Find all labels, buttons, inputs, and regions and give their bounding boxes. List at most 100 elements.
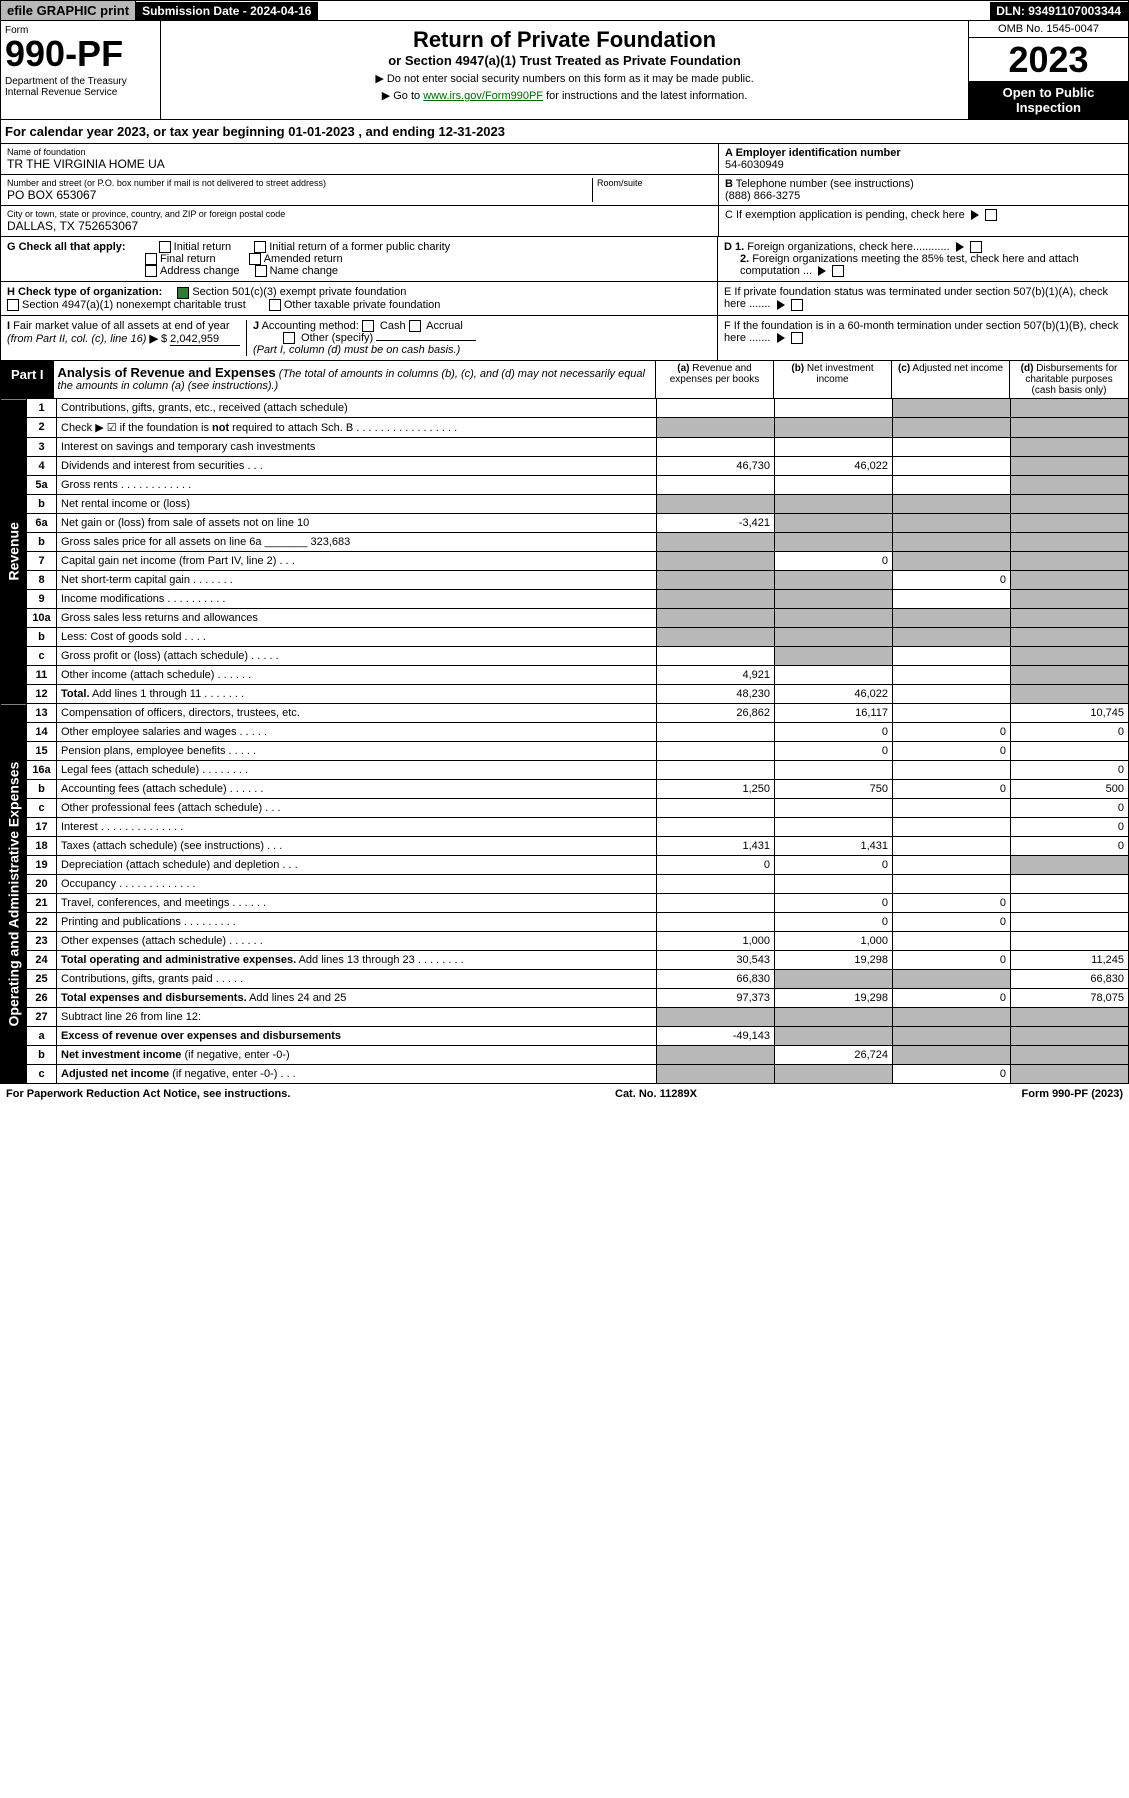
amount-cell	[657, 722, 775, 741]
dln: DLN: 93491107003344	[990, 2, 1128, 20]
line-desc: Total expenses and disbursements. Add li…	[57, 988, 657, 1007]
line-desc: Net rental income or (loss)	[57, 494, 657, 513]
line-number: c	[27, 798, 57, 817]
line-number: 25	[27, 969, 57, 988]
amount-cell: 0	[893, 722, 1011, 741]
address: PO BOX 653067	[7, 188, 592, 202]
line-number: 19	[27, 855, 57, 874]
amount-cell	[775, 665, 893, 684]
amount-cell	[1011, 874, 1129, 893]
line-desc: Gross sales less returns and allowances	[57, 608, 657, 627]
amount-cell	[775, 494, 893, 513]
amount-cell	[657, 551, 775, 570]
header-right: OMB No. 1545-0047 2023 Open to Public In…	[968, 21, 1128, 119]
checkbox-f[interactable]	[791, 332, 803, 344]
i-section: I Fair market value of all assets at end…	[7, 320, 247, 356]
line-desc: Gross rents . . . . . . . . . . . .	[57, 475, 657, 494]
line-number: a	[27, 1026, 57, 1045]
amount-cell	[775, 589, 893, 608]
fmv-value: 2,042,959	[170, 333, 240, 346]
amount-cell	[775, 570, 893, 589]
line-desc: Total operating and administrative expen…	[57, 950, 657, 969]
amount-cell: 0	[893, 570, 1011, 589]
amount-cell	[775, 646, 893, 665]
amount-cell	[775, 475, 893, 494]
checkbox-initial[interactable]	[159, 241, 171, 253]
checkbox-d1[interactable]	[970, 241, 982, 253]
checkbox-name[interactable]	[255, 265, 267, 277]
line-number: 14	[27, 722, 57, 741]
line-desc: Accounting fees (attach schedule) . . . …	[57, 779, 657, 798]
line-number: 1	[27, 399, 57, 418]
line-desc: Capital gain net income (from Part IV, l…	[57, 551, 657, 570]
line-number: b	[27, 779, 57, 798]
line-desc: Income modifications . . . . . . . . . .	[57, 589, 657, 608]
line-number: 24	[27, 950, 57, 969]
efile-rest: GRAPHIC print	[33, 3, 129, 18]
line-number: 5a	[27, 475, 57, 494]
line-number: b	[27, 532, 57, 551]
amount-cell: 78,075	[1011, 988, 1129, 1007]
line-desc: Gross sales price for all assets on line…	[57, 532, 657, 551]
checkbox-accrual[interactable]	[409, 320, 421, 332]
amount-cell: 10,745	[1011, 704, 1129, 723]
amount-cell: 0	[893, 912, 1011, 931]
amount-cell	[1011, 855, 1129, 874]
line-number: 7	[27, 551, 57, 570]
top-bar: efile GRAPHIC print Submission Date - 20…	[0, 0, 1129, 21]
amount-cell: 0	[893, 988, 1011, 1007]
col-d-header: (d) Disbursements for charitable purpose…	[1010, 361, 1128, 398]
line-desc: Less: Cost of goods sold . . . .	[57, 627, 657, 646]
line-desc: Contributions, gifts, grants paid . . . …	[57, 969, 657, 988]
line-desc: Other professional fees (attach schedule…	[57, 798, 657, 817]
checkbox-e[interactable]	[791, 299, 803, 311]
checkbox-cash[interactable]	[362, 320, 374, 332]
amount-cell	[893, 704, 1011, 723]
ein-label: A Employer identification number	[725, 147, 1122, 159]
amount-cell	[657, 417, 775, 437]
amount-cell	[657, 817, 775, 836]
amount-cell: 48,230	[657, 684, 775, 703]
line-desc: Contributions, gifts, grants, etc., rece…	[57, 399, 657, 418]
amount-cell	[893, 399, 1011, 418]
line-desc: Interest . . . . . . . . . . . . . .	[57, 817, 657, 836]
d-section: D 1. Foreign organizations, check here..…	[718, 237, 1128, 281]
amount-cell: 19,298	[775, 950, 893, 969]
arrow-icon	[971, 210, 979, 220]
amount-cell	[893, 817, 1011, 836]
line-desc: Compensation of officers, directors, tru…	[57, 704, 657, 723]
amount-cell	[775, 1007, 893, 1026]
amount-cell	[775, 760, 893, 779]
checkbox-4947[interactable]	[7, 299, 19, 311]
line-desc: Net short-term capital gain . . . . . . …	[57, 570, 657, 589]
form-link[interactable]: www.irs.gov/Form990PF	[423, 90, 543, 102]
amount-cell	[657, 437, 775, 456]
amount-cell: 66,830	[657, 969, 775, 988]
entity-info-right: A Employer identification number 54-6030…	[718, 144, 1128, 236]
checkbox-amended[interactable]	[249, 253, 261, 265]
amount-cell: 0	[893, 779, 1011, 798]
amount-cell	[657, 589, 775, 608]
checkbox-other-acct[interactable]	[283, 332, 295, 344]
line-desc: Gross profit or (loss) (attach schedule)…	[57, 646, 657, 665]
amount-cell: 0	[893, 1064, 1011, 1083]
checkbox-d2[interactable]	[832, 265, 844, 277]
amount-cell	[893, 836, 1011, 855]
line-desc: Travel, conferences, and meetings . . . …	[57, 893, 657, 912]
g-label: G Check all that apply:	[7, 241, 126, 253]
amount-cell	[1011, 1007, 1129, 1026]
d2-row: 2. Foreign organizations meeting the 85%…	[724, 253, 1122, 277]
amount-cell	[1011, 417, 1129, 437]
checkbox-initial-former[interactable]	[254, 241, 266, 253]
checkbox-c[interactable]	[985, 209, 997, 221]
checkbox-address[interactable]	[145, 265, 157, 277]
checkbox-other-tax[interactable]	[269, 299, 281, 311]
e-section: E If private foundation status was termi…	[718, 282, 1128, 314]
checkbox-final[interactable]	[145, 253, 157, 265]
line-desc: Pension plans, employee benefits . . . .…	[57, 741, 657, 760]
checkbox-501c3[interactable]	[177, 287, 189, 299]
amount-cell	[1011, 741, 1129, 760]
form-note2: ▶ Go to www.irs.gov/Form990PF for instru…	[167, 89, 962, 102]
j-note: (Part I, column (d) must be on cash basi…	[253, 344, 460, 356]
revenue-table: Revenue1Contributions, gifts, grants, et…	[0, 399, 1129, 704]
